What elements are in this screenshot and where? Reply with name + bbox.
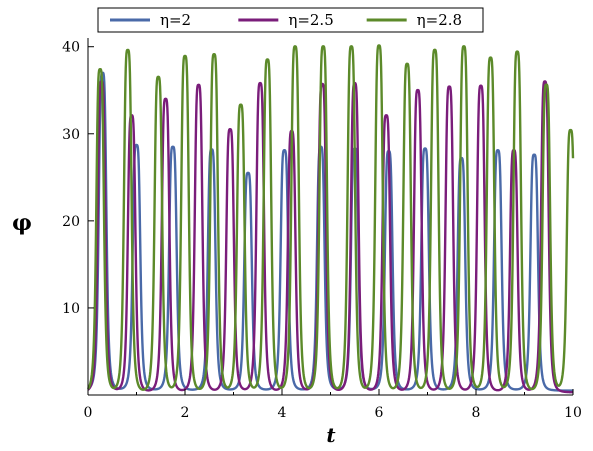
x-tick-label: 10 [564, 405, 582, 421]
x-tick-label: 4 [278, 405, 287, 421]
series-line--2-8 [87, 44, 575, 391]
plot-area [87, 44, 575, 394]
x-axis-label: t [326, 423, 336, 447]
y-tick-label: 40 [62, 40, 80, 56]
x-tick-label: 6 [375, 405, 384, 421]
y-tick-label: 30 [62, 127, 80, 143]
legend-label: η=2.8 [417, 11, 462, 29]
x-tick-label: 2 [181, 405, 190, 421]
legend-label: η=2 [160, 11, 191, 29]
y-axis-label: φ [12, 210, 32, 236]
y-tick-label: 20 [62, 214, 80, 230]
y-tick-label: 10 [62, 301, 80, 317]
legend: η=2 η=2.5 η=2.8 [97, 7, 484, 33]
x-tick-label: 8 [472, 405, 481, 421]
axes: 0 2 4 6 8 10 10 20 30 40 [62, 38, 582, 421]
legend-label: η=2.5 [288, 11, 333, 29]
x-tick-label: 0 [84, 405, 93, 421]
legend-box [97, 7, 484, 33]
